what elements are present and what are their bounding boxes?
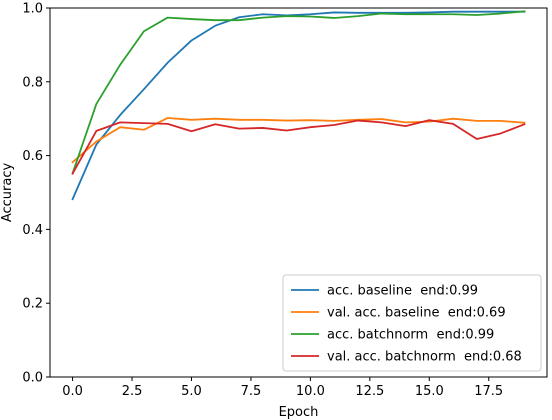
- x-axis-label: Epoch: [279, 405, 319, 420]
- series-line-0: [71, 10, 526, 201]
- legend-label-0: acc. baseline end:0.99: [327, 284, 478, 299]
- legend-label-1: val. acc. baseline end:0.69: [327, 306, 506, 321]
- y-tick-label: 0.8: [22, 75, 43, 90]
- legend-box: [282, 274, 542, 372]
- x-tick-label: 5.0: [181, 384, 202, 399]
- plot-area-frame: [49, 7, 548, 378]
- y-tick-label: 0.2: [22, 297, 43, 312]
- y-tick-label: 1.0: [22, 2, 43, 17]
- y-tick-label: 0.0: [22, 371, 43, 386]
- y-tick-label: 0.4: [22, 223, 43, 238]
- x-tick-label: 15.0: [415, 384, 444, 399]
- legend-label-3: val. acc. batchnorm end:0.68: [327, 350, 522, 365]
- x-axis-ticks: 0.0 2.5 5.0 7.5 10.0 12.5 15.0 17.5: [62, 377, 503, 399]
- x-tick-label: 10.0: [296, 384, 325, 399]
- y-tick-label: 0.6: [22, 149, 43, 164]
- x-tick-label: 7.5: [241, 384, 262, 399]
- x-tick-label: 17.5: [474, 384, 503, 399]
- series-line-3: [71, 119, 526, 175]
- series-lines: [71, 10, 526, 201]
- x-tick-label: 2.5: [122, 384, 143, 399]
- y-axis-label: Accuracy: [0, 163, 15, 223]
- x-tick-label: 12.5: [355, 384, 384, 399]
- y-axis-ticks: 0.0 0.2 0.4 0.6 0.8 1.0: [22, 2, 50, 386]
- legend-label-2: acc. batchnorm end:0.99: [327, 328, 494, 343]
- series-line-2: [71, 10, 526, 175]
- series-line-1: [71, 117, 526, 164]
- x-tick-label: 0.0: [62, 384, 83, 399]
- legend: acc. baseline end:0.99 val. acc. baseline…: [282, 274, 542, 372]
